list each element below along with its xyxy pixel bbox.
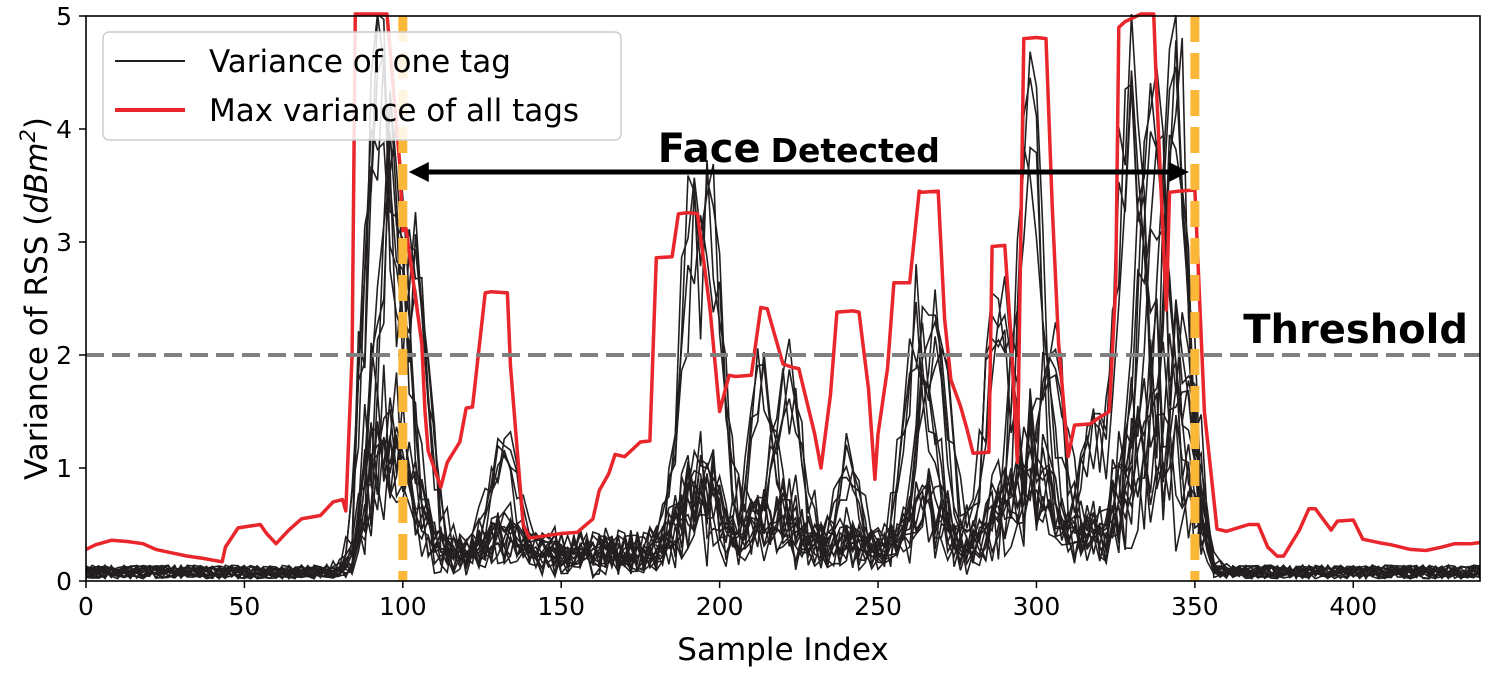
x-tick-label: 0 <box>78 592 94 621</box>
tag-trace <box>85 308 1481 580</box>
x-tick-label: 250 <box>854 592 902 621</box>
legend-label-one-tag: Variance of one tag <box>209 44 511 80</box>
threshold-label: Threshold <box>1243 307 1468 353</box>
x-tick-label: 150 <box>537 592 585 621</box>
y-axis-ticks: 0 1 2 3 4 5 <box>56 2 86 596</box>
y-axis-label: Variance of RSS (dBm2) <box>16 117 55 480</box>
face-detected-arrow <box>408 161 1189 182</box>
max-variance-line <box>85 12 1481 564</box>
x-axis-label: Sample Index <box>677 632 888 668</box>
y-tick-label: 3 <box>56 228 72 257</box>
x-tick-label: 100 <box>379 592 427 621</box>
y-tick-label: 2 <box>56 341 72 370</box>
plot-frame <box>85 15 1481 582</box>
legend: Variance of one tag Max variance of all … <box>102 31 622 141</box>
x-tick-label: 300 <box>1013 592 1061 621</box>
y-tick-label: 1 <box>56 454 72 483</box>
x-tick-label: 350 <box>1171 592 1219 621</box>
x-tick-label: 200 <box>696 592 744 621</box>
face-detected-label: Face Detected <box>658 126 940 172</box>
tag-trace <box>86 91 1481 581</box>
x-axis-ticks: 0 50 100 150 200 250 300 350 400 <box>78 581 1377 621</box>
tag-trace <box>85 15 1481 580</box>
legend-label-max-variance: Max variance of all tags <box>209 93 579 129</box>
x-tick-label: 400 <box>1329 592 1377 621</box>
x-tick-label: 50 <box>229 592 261 621</box>
y-tick-label: 0 <box>56 567 72 596</box>
single-tag-traces <box>85 12 1481 581</box>
y-tick-label: 5 <box>56 2 72 31</box>
y-tick-label: 4 <box>56 115 72 144</box>
